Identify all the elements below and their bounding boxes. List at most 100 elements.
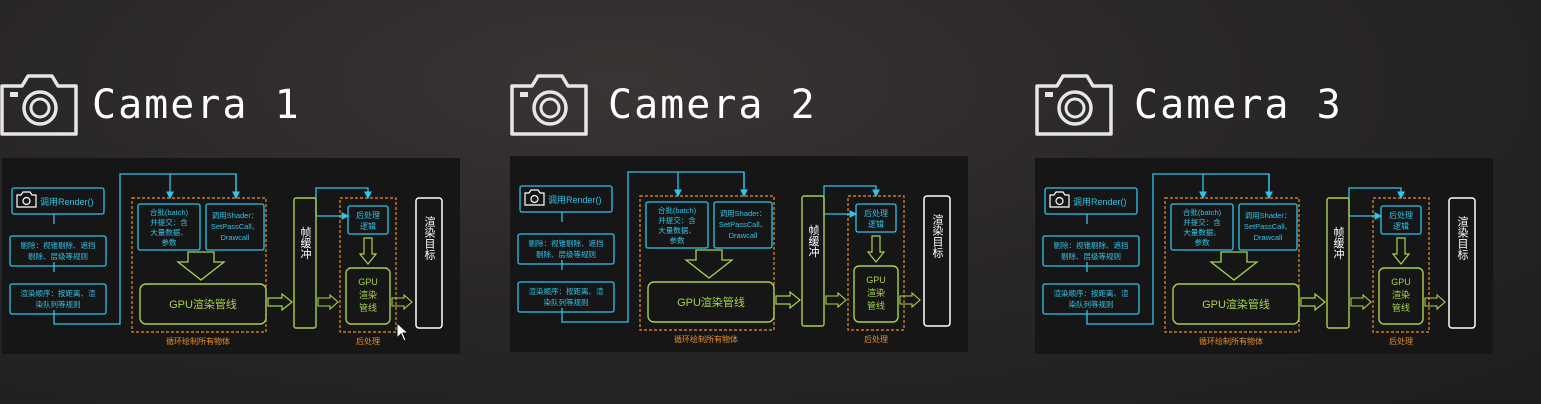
render-call-label: 调用Render(): [40, 197, 94, 207]
culling-line-1: 剔除：视锥剔除、遮挡: [529, 238, 604, 248]
camera-icon: [1035, 74, 1113, 136]
render-order-box: [1042, 283, 1140, 315]
post-logic-line-2: 逻辑: [360, 221, 376, 231]
render-call-label: 调用Render(): [1073, 197, 1127, 207]
render-order-line-1: 渲染顺序：按距离、渲: [21, 288, 96, 298]
shader-line-1: 调用Shader：: [212, 211, 259, 220]
pipeline-diagram: 调用Render() 剔除：视锥剔除、遮挡 剔除、层级等规则 渲染顺序：按距离、…: [9, 173, 443, 346]
shader-line-2: SetPassCall、: [719, 220, 767, 229]
post-logic-line-1: 后处理: [356, 210, 380, 220]
post-gpu-line-2: 渲染: [867, 287, 885, 298]
post-logic-line-1: 后处理: [864, 208, 888, 218]
post-gpu-line-3: 管线: [359, 302, 377, 313]
pipeline-diagram: 调用Render() 剔除：视锥剔除、遮挡 剔除、层级等规则 渲染顺序：按距离、…: [517, 171, 951, 344]
render-call-box: [1044, 187, 1138, 215]
post-down-arrow: [866, 235, 886, 263]
post-gpu-box: [345, 267, 391, 325]
camera-title: Camera 1: [92, 82, 301, 128]
gpu-pipeline-box: [647, 281, 775, 323]
to-target-arrow: [1424, 293, 1446, 311]
render-pipeline-panel: 调用Render() 剔除：视锥剔除、遮挡 剔除、层级等规则 渲染顺序：按距离、…: [1035, 158, 1493, 354]
post-caption: 后处理: [1389, 336, 1413, 346]
render-order-line-2: 染队列等规则: [544, 297, 589, 307]
down-arrow: [1209, 251, 1259, 281]
post-caption: 后处理: [356, 336, 380, 346]
batch-line-1: 合批(batch): [1183, 207, 1222, 217]
to-framebuffer-arrow: [775, 290, 801, 310]
batch-line-3: 大量数据、: [150, 227, 188, 237]
shader-line-3: Drawcall: [729, 231, 758, 240]
post-logic-line-2: 逻辑: [1393, 221, 1409, 231]
connector-lines: [561, 171, 880, 323]
camera-icon: [1049, 191, 1070, 208]
post-logic-box: [855, 203, 897, 233]
frame-buffer-label: 帧缓冲: [299, 225, 312, 260]
batch-line-4: 参数: [1195, 237, 1211, 247]
loop-region: [639, 195, 775, 331]
pipeline-diagram: 调用Render() 剔除：视锥剔除、遮挡 剔除、层级等规则 渲染顺序：按距离、…: [1042, 173, 1476, 346]
loop-caption: 循环绘制所有物体: [674, 334, 738, 344]
camera-icon: [510, 74, 588, 136]
frame-buffer-label: 帧缓冲: [1332, 225, 1345, 260]
post-gpu-line-3: 管线: [1392, 302, 1410, 313]
framebuffer-to-post-arrow: [1350, 293, 1372, 311]
batch-box: [1170, 203, 1234, 251]
gpu-pipeline-label: GPU渲染管线: [677, 295, 745, 309]
post-gpu-line-2: 渲染: [359, 289, 377, 300]
post-gpu-line-2: 渲染: [1392, 289, 1410, 300]
render-order-line-2: 染队列等规则: [1069, 299, 1114, 309]
shader-box: [713, 201, 773, 249]
down-arrow: [176, 251, 226, 281]
render-target-label: 渲染目标: [1456, 215, 1469, 261]
render-order-box: [517, 281, 615, 313]
post-down-arrow: [1391, 237, 1411, 265]
frame-buffer-box: [801, 195, 825, 327]
batch-box: [137, 203, 201, 251]
culling-line-2: 剔除、层级等规则: [536, 249, 596, 259]
gpu-pipeline-label: GPU渲染管线: [1202, 297, 1270, 311]
culling-line-2: 剔除、层级等规则: [1061, 251, 1121, 261]
to-framebuffer-arrow: [1300, 292, 1326, 312]
mouse-pointer-icon: [396, 322, 410, 342]
to-target-arrow: [391, 293, 413, 311]
post-caption: 后处理: [864, 334, 888, 344]
render-target-label: 渲染目标: [931, 213, 944, 259]
culling-box: [1042, 235, 1140, 267]
post-gpu-box: [853, 265, 899, 323]
loop-region: [1164, 197, 1300, 333]
gpu-pipeline-box: [1172, 283, 1300, 325]
post-processing-region: [339, 197, 397, 333]
post-gpu-line-1: GPU: [358, 277, 378, 287]
frame-buffer-label: 帧缓冲: [807, 223, 820, 258]
culling-box: [517, 233, 615, 265]
batch-box: [645, 201, 709, 249]
post-logic-line-1: 后处理: [1389, 210, 1413, 220]
loop-caption: 循环绘制所有物体: [1199, 336, 1263, 346]
render-pipeline-panel: 调用Render() 剔除：视锥剔除、遮挡 剔除、层级等规则 渲染顺序：按距离、…: [2, 158, 460, 354]
batch-line-3: 大量数据、: [1183, 227, 1221, 237]
gpu-pipeline-box: [139, 283, 267, 325]
render-pipeline-panel: 调用Render() 剔除：视锥剔除、遮挡 剔除、层级等规则 渲染顺序：按距离、…: [510, 156, 968, 352]
shader-line-2: SetPassCall、: [1244, 222, 1292, 231]
camera-icon: [524, 189, 545, 206]
render-target-box: [1448, 197, 1476, 329]
culling-line-1: 剔除：视锥剔除、遮挡: [21, 240, 96, 250]
culling-line-2: 剔除、层级等规则: [28, 251, 88, 261]
gpu-pipeline-label: GPU渲染管线: [169, 297, 237, 311]
batch-line-1: 合批(batch): [150, 207, 189, 217]
culling-line-1: 剔除：视锥剔除、遮挡: [1054, 240, 1129, 250]
post-processing-region: [847, 195, 905, 331]
render-order-line-2: 染队列等规则: [36, 299, 81, 309]
batch-line-2: 并提交：含: [1183, 217, 1221, 227]
shader-line-1: 调用Shader：: [1245, 211, 1292, 220]
post-logic-box: [1380, 205, 1422, 235]
shader-line-3: Drawcall: [1254, 233, 1283, 242]
render-target-label: 渲染目标: [423, 215, 436, 261]
frame-buffer-box: [293, 197, 317, 329]
shader-line-3: Drawcall: [221, 233, 250, 242]
camera-icon: [16, 191, 37, 208]
to-framebuffer-arrow: [267, 292, 293, 312]
down-arrow: [684, 249, 734, 279]
culling-box: [9, 235, 107, 267]
render-target-box: [923, 195, 951, 327]
